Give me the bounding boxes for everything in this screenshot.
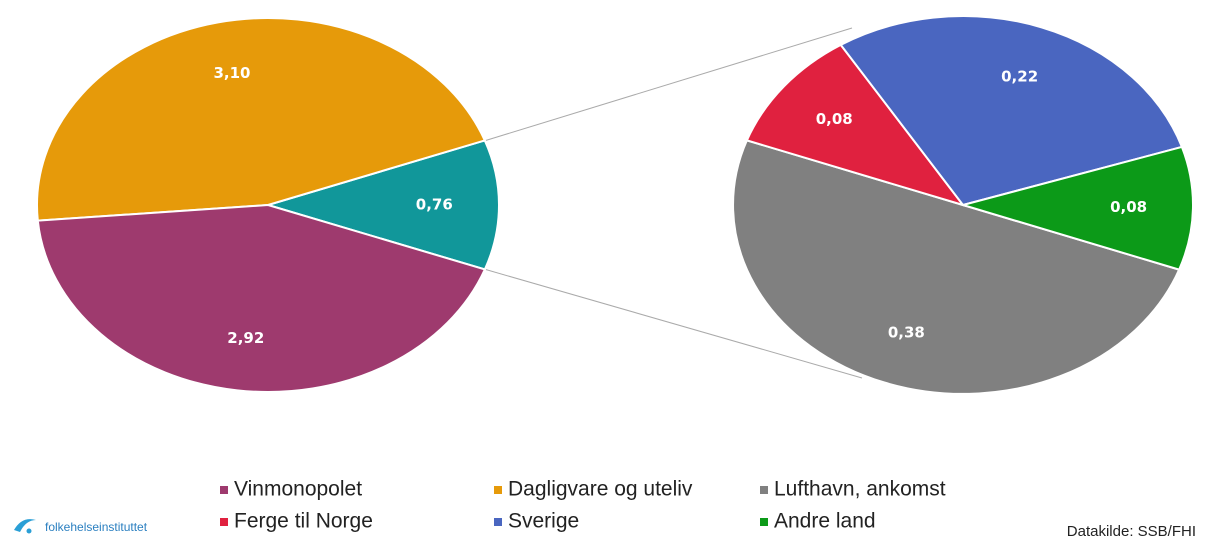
logo-text: folkehelseinstituttet [45,520,148,534]
legend-marker [760,486,768,494]
legend-label: Sverige [508,510,579,533]
logo-icon [14,519,36,532]
legend-marker [220,486,228,494]
pie-slice [732,139,1181,395]
value-label: 3,10 [213,64,250,82]
pie-slice [959,145,1194,271]
legend-label: Andre land [774,510,876,533]
value-label: 0,08 [816,110,853,128]
pie-slice [745,43,966,207]
value-label: 0,08 [1110,198,1147,216]
value-label: 0,38 [888,323,925,341]
legend-marker [494,518,502,526]
legend-label: Ferge til Norge [234,510,373,533]
legend-label: Vinmonopolet [234,478,362,501]
pie-slice [36,17,487,222]
pie-slice [839,15,1184,207]
value-label: 0,22 [1001,68,1038,86]
legend-label: Lufthavn, ankomst [774,478,946,501]
value-label: 0,76 [416,195,453,213]
legend-marker [220,518,228,526]
value-label: 2,92 [227,329,264,347]
legend-label: Dagligvare og uteliv [508,478,693,501]
connector-line [483,268,863,379]
logo: folkehelseinstituttet [14,519,148,534]
legend-marker [494,486,502,494]
source: Datakilde: SSB/FHI [1067,523,1196,540]
connector-line [483,27,853,142]
pie-slice [36,203,487,393]
pie-slice [264,139,500,271]
logo-icon [26,528,32,534]
legend-marker [760,518,768,526]
